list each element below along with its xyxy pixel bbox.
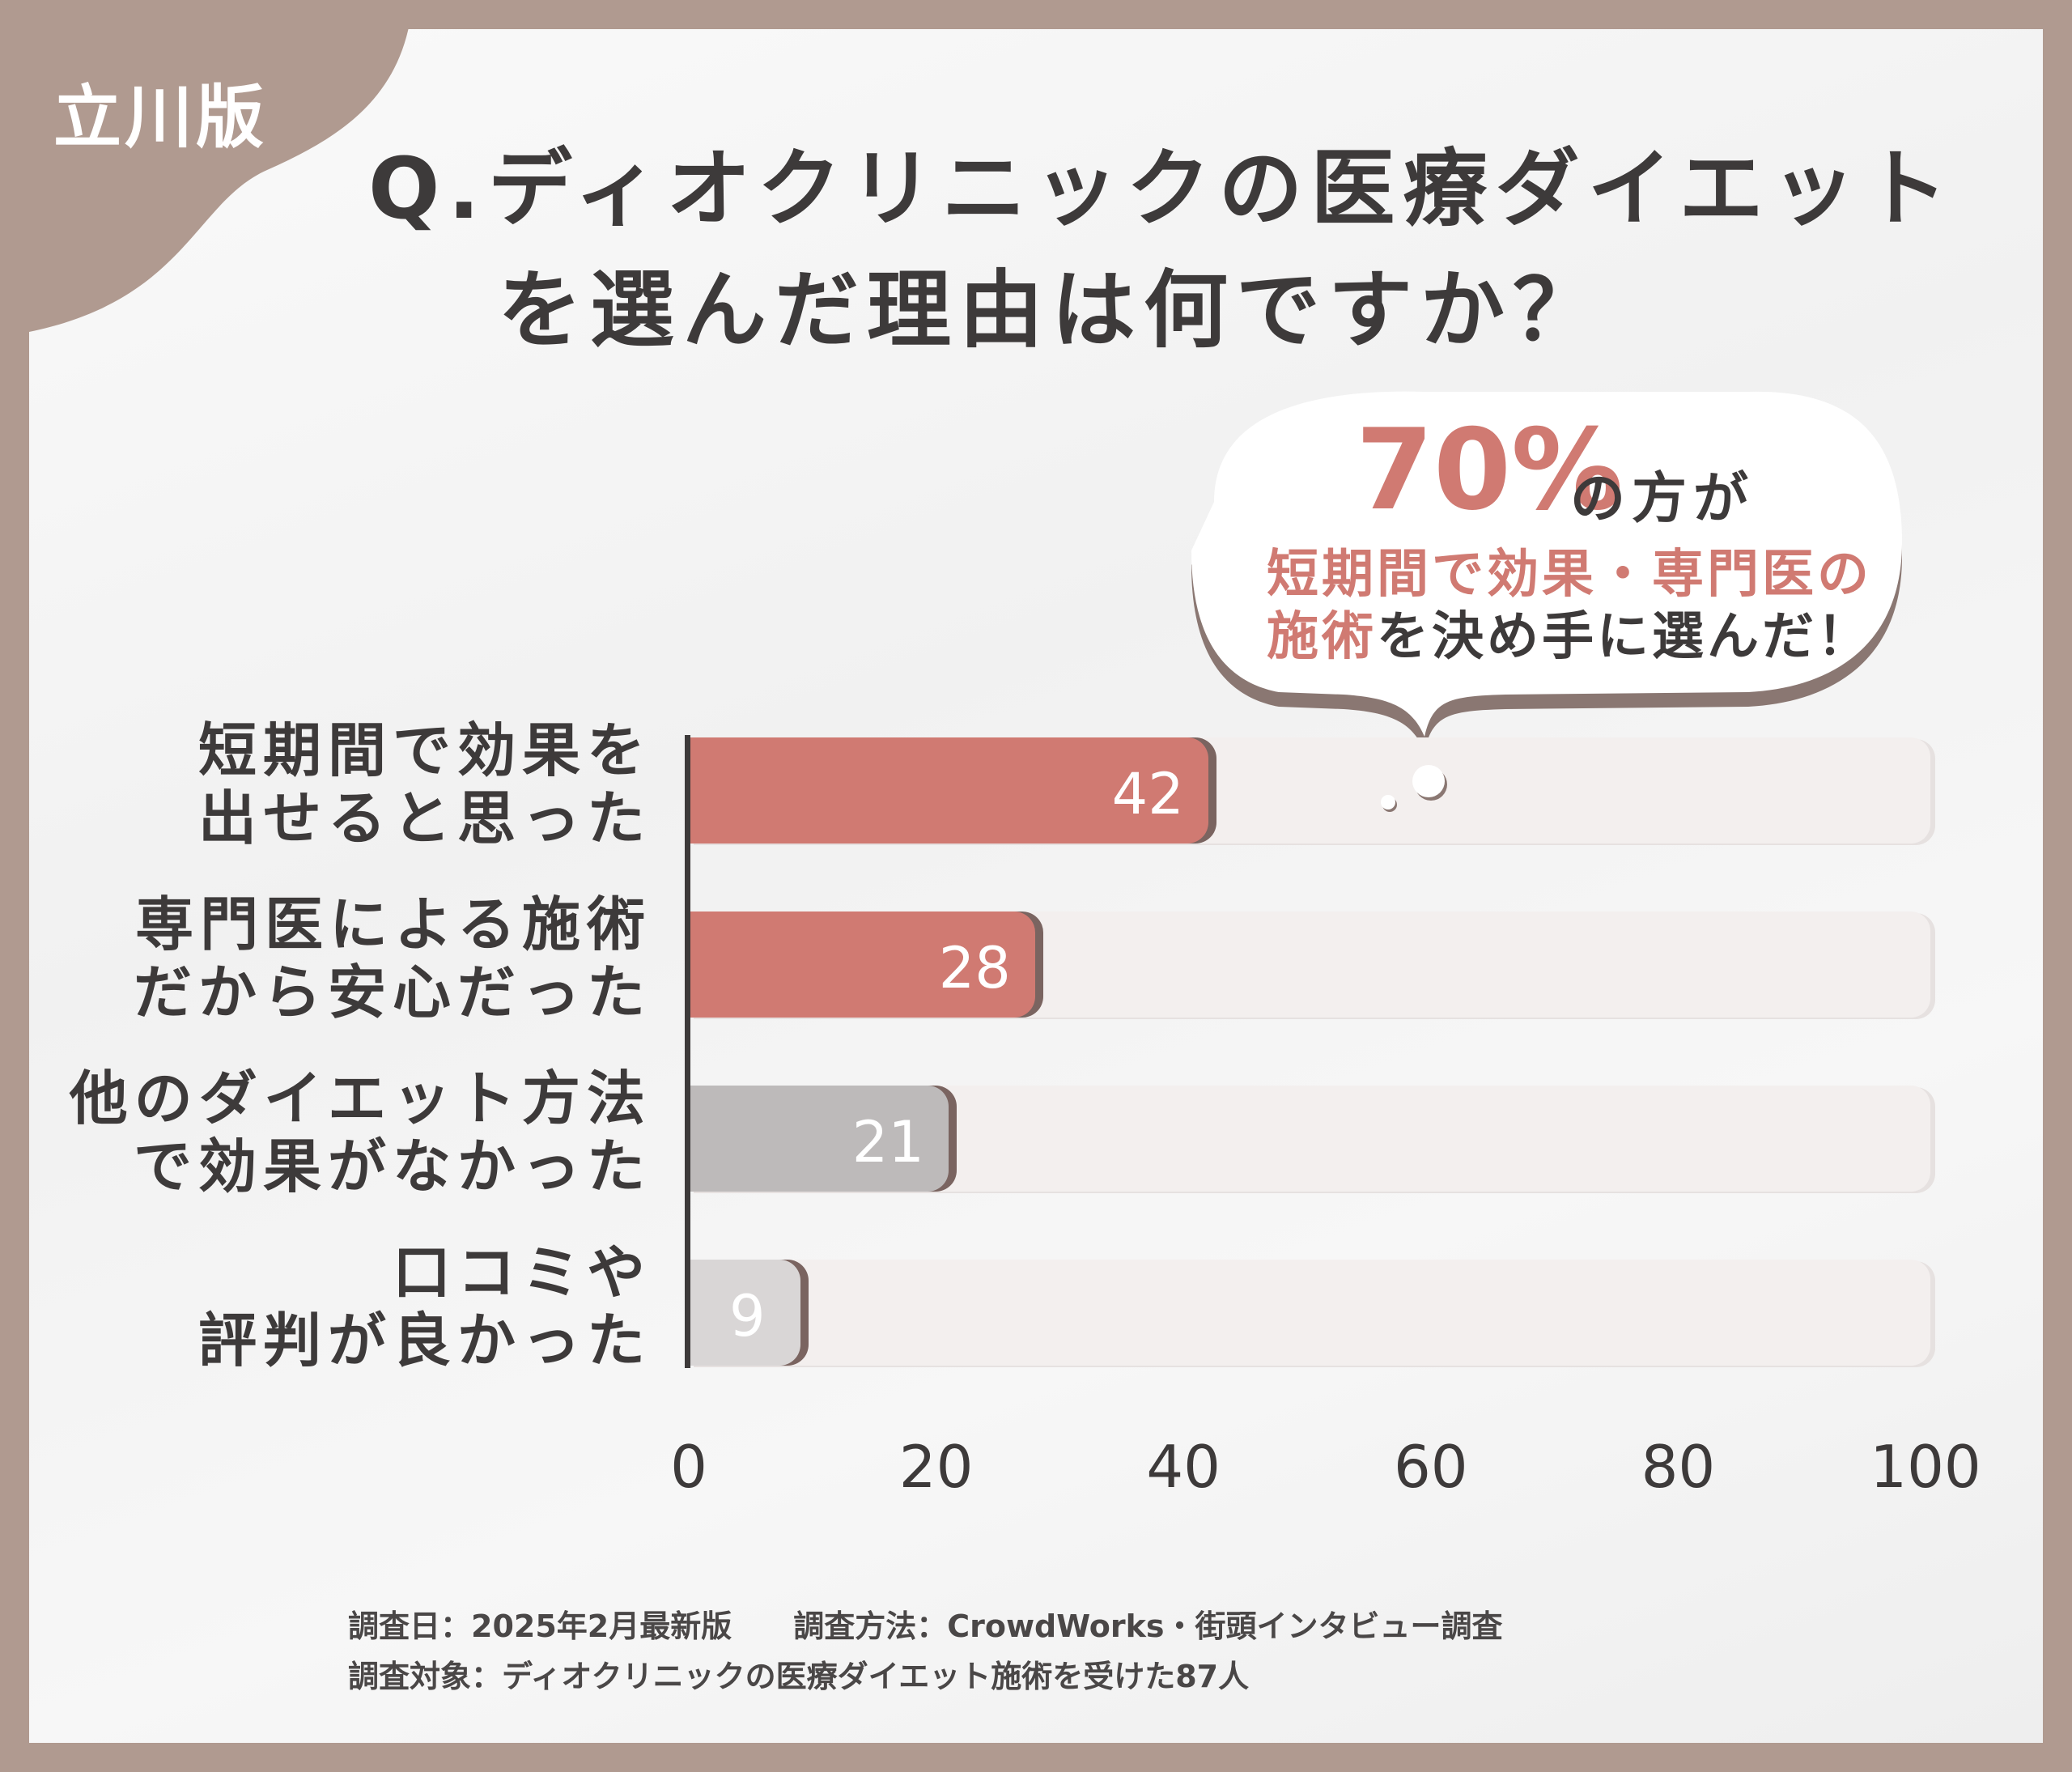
category-label-line: 評判が良かった xyxy=(197,1307,652,1375)
category-label: 口コミや 評判が良かった xyxy=(198,1239,652,1375)
category-label-line: 他のダイエット方法 xyxy=(69,1064,652,1132)
bar xyxy=(689,1086,949,1192)
callout-suffix: の方が xyxy=(1570,467,1756,531)
location-badge: 立川版 xyxy=(53,78,268,157)
bar xyxy=(689,1260,800,1366)
category-label: 短期間で効果を 出せると思った xyxy=(198,716,652,852)
callout-rest: を決め手に選んだ！ xyxy=(1377,607,1872,667)
category-label-line: で効果がなかった xyxy=(133,1132,652,1200)
category-label-line: 出せると思った xyxy=(197,784,652,852)
bubble-dot-large xyxy=(1412,765,1445,797)
x-tick-label: 40 xyxy=(1146,1433,1221,1501)
speech-bubble xyxy=(1191,391,1902,751)
category-label: 専門医による施術 だから安心だった xyxy=(134,890,652,1026)
question-title-line1: Q.ディオクリニックの医療ダイエット xyxy=(368,139,1956,238)
bar-value-label: 28 xyxy=(938,934,1011,1001)
bar xyxy=(689,911,1035,1018)
footer-survey-target: 調査対象：ディオクリニックの医療ダイエット施術を受けた87人 xyxy=(348,1659,1250,1694)
category-label: 他のダイエット方法 で効果がなかった xyxy=(70,1064,652,1200)
x-tick-label: 20 xyxy=(898,1433,974,1501)
callout-percent: 70% xyxy=(1356,405,1624,535)
category-label-line: 口コミや xyxy=(392,1239,652,1307)
x-tick-label: 80 xyxy=(1641,1433,1716,1501)
category-label-line: 専門医による施術 xyxy=(135,890,652,958)
footer-survey-info: 調査日：2025年2月最新版 調査方法：CrowdWorks・街頭インタビュー調… xyxy=(348,1608,1503,1644)
bar-value-label: 21 xyxy=(851,1108,924,1175)
corner-decoration xyxy=(0,0,413,332)
bar-value-label: 42 xyxy=(1111,760,1184,827)
callout-line2: 短期間で効果・専門医の xyxy=(1267,545,1872,605)
infographic-panel xyxy=(29,29,2043,1743)
category-label-line: だから安心だった xyxy=(133,958,652,1026)
x-tick-label: 60 xyxy=(1393,1433,1468,1501)
x-tick-label: 0 xyxy=(670,1433,707,1501)
x-tick-label: 100 xyxy=(1870,1433,1981,1501)
bar xyxy=(689,737,1208,844)
y-axis-line xyxy=(685,735,690,1368)
bar-value-label: 9 xyxy=(729,1282,766,1349)
category-label-line: 短期間で効果を xyxy=(197,716,652,784)
bubble-dot-small xyxy=(1381,795,1395,810)
callout-highlight: 施術 xyxy=(1267,607,1377,667)
bar-track xyxy=(689,1260,1930,1366)
question-title-line2: を選んだ理由は何ですか？ xyxy=(498,261,1606,359)
callout-line3: 施術を決め手に選んだ！ xyxy=(1267,595,1872,669)
